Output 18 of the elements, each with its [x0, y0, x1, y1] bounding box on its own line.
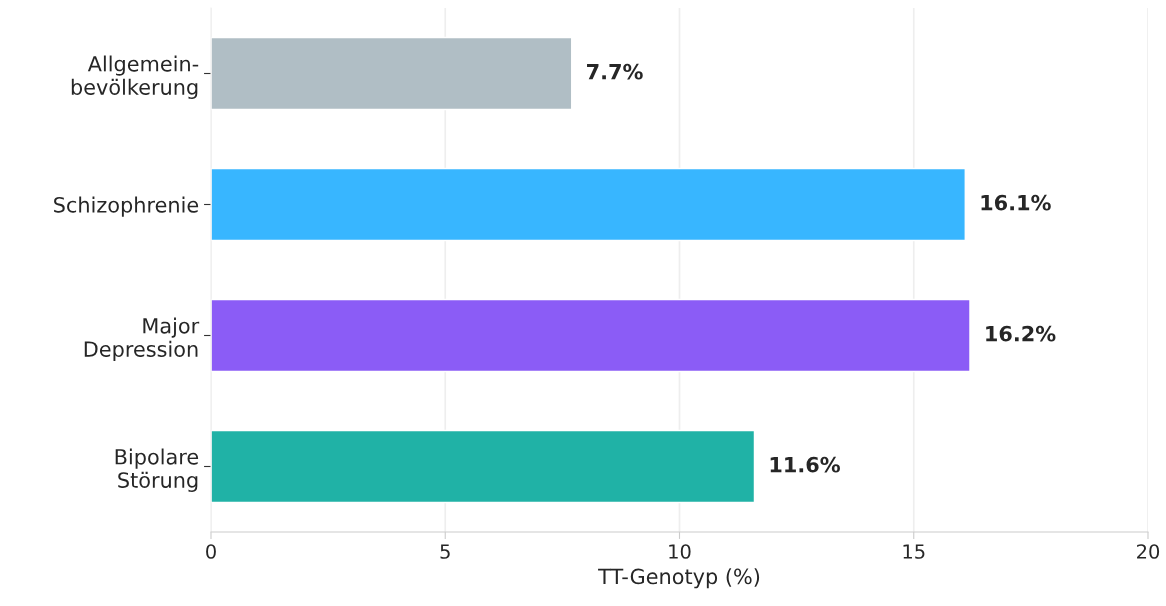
- data-label: 16.2%: [986, 325, 1056, 342]
- data-label: 11.6%: [770, 456, 840, 473]
- y-tick-label: Schizophrenie: [54, 196, 199, 217]
- x-tick-label: 15: [903, 544, 925, 559]
- data-label: 16.1%: [981, 194, 1051, 211]
- x-tick-label: 10: [669, 544, 691, 559]
- y-tick-label: Bipolare Störung: [115, 448, 199, 492]
- bar: [211, 167, 966, 242]
- data-label: 7.7%: [587, 63, 643, 80]
- y-tick-label: Major Depression: [84, 317, 200, 361]
- x-tick-label: 0: [206, 544, 216, 559]
- x-tick-label: 20: [1137, 544, 1160, 559]
- bar: [211, 429, 756, 504]
- bar: [211, 298, 971, 373]
- bar: [211, 36, 573, 111]
- y-tick-label: Allgemein- bevölkerung: [71, 55, 199, 99]
- x-axis-title: TT-Genotyp (%): [598, 568, 760, 589]
- x-tick-label: 5: [440, 544, 450, 559]
